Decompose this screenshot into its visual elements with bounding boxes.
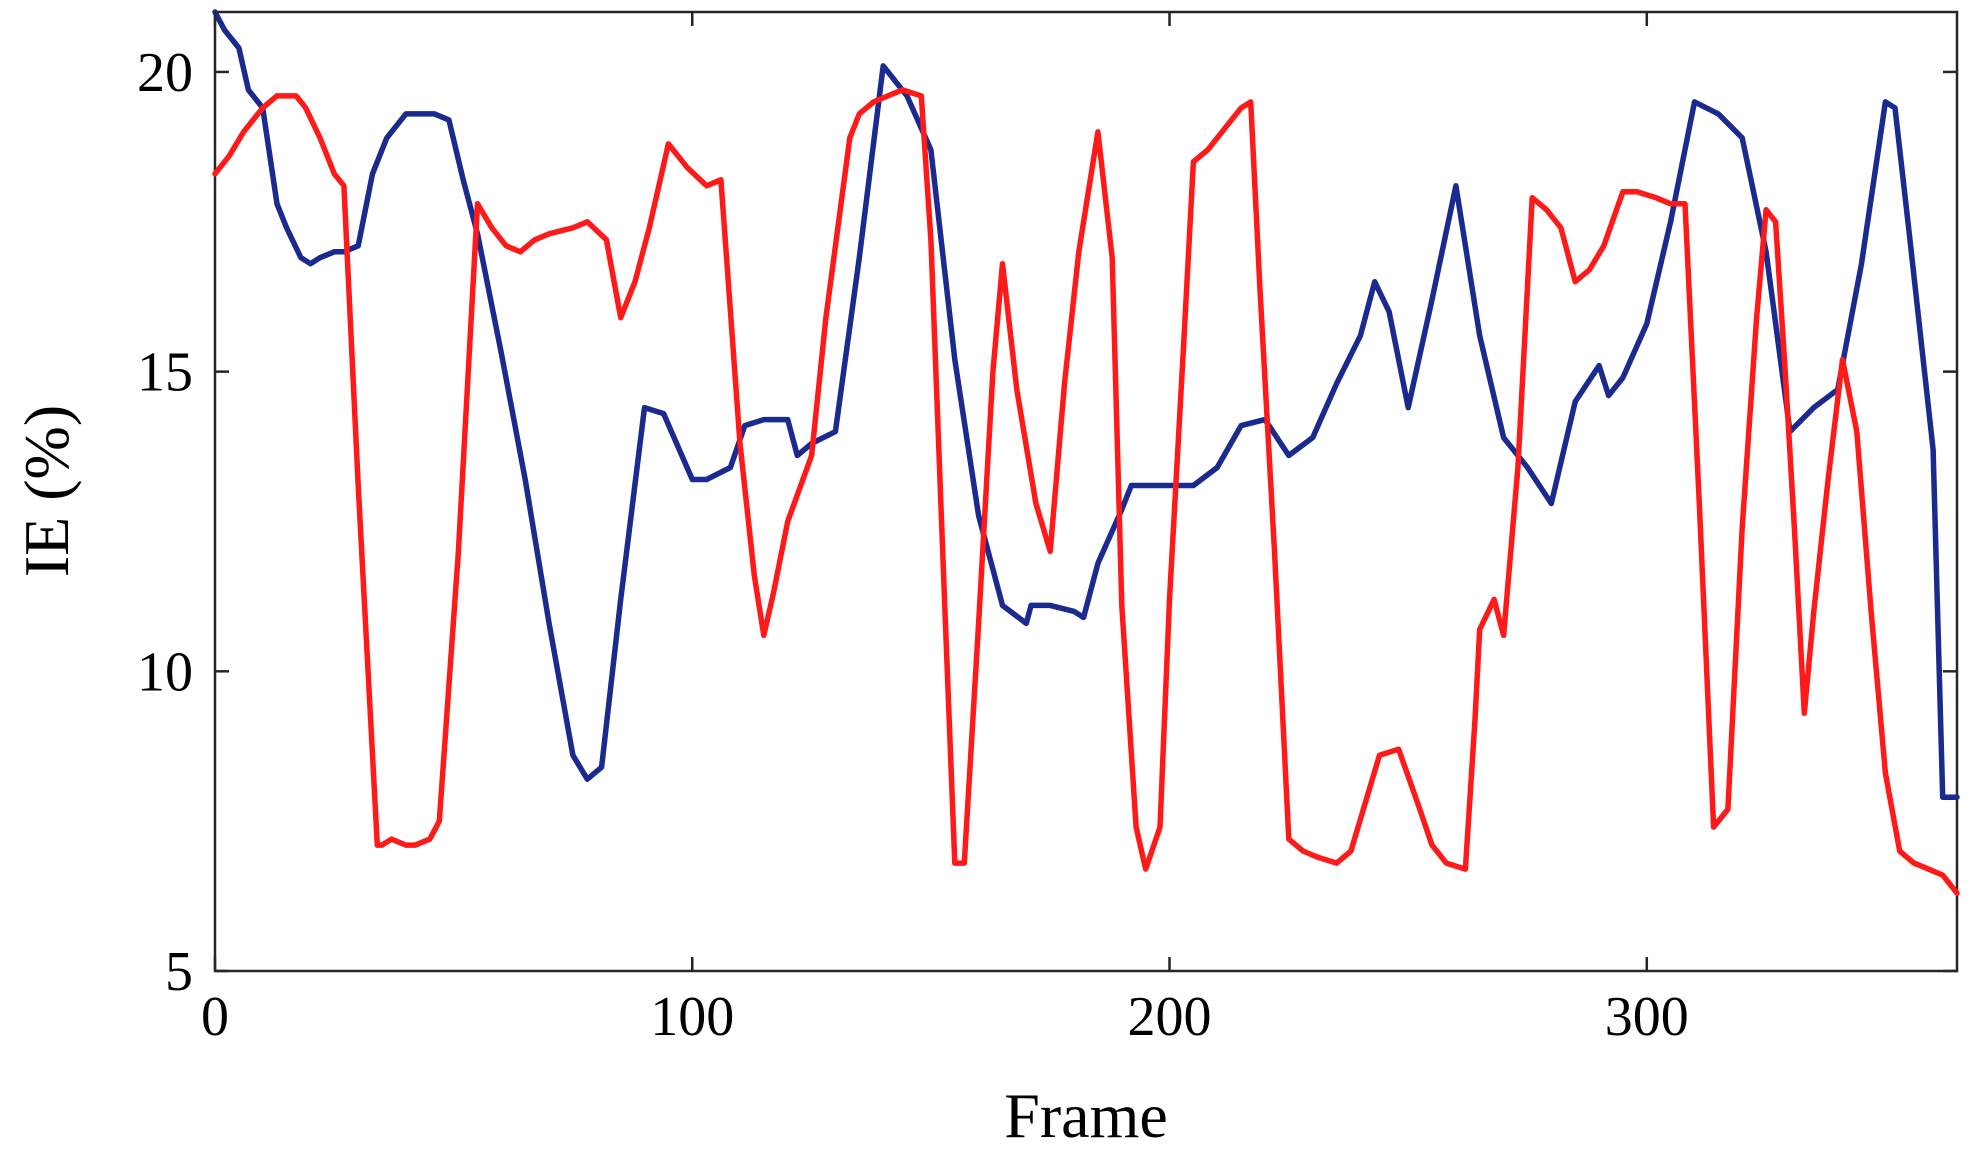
y-tick-label-0: 5 [165, 941, 193, 1003]
x-tick-label-2: 200 [1128, 986, 1212, 1048]
y-axis-title: IE (%) [11, 405, 82, 577]
y-tick-label-2: 15 [137, 342, 193, 404]
plot-frame [213, 10, 1959, 973]
x-tick-label-1: 100 [650, 986, 734, 1048]
x-tick-label-0: 0 [201, 986, 229, 1048]
series-line-2 [212, 87, 1960, 896]
y-tick-label-1: 10 [137, 641, 193, 703]
x-axis-title: Frame [1004, 1080, 1168, 1150]
series-line-1 [212, 9, 1960, 800]
y-tick-label-3: 20 [137, 42, 193, 104]
ticks-layer: 0 100 200 300 5 10 15 20 [137, 12, 1957, 1048]
x-tick-label-3: 300 [1605, 986, 1689, 1048]
series-layer [212, 9, 1960, 896]
